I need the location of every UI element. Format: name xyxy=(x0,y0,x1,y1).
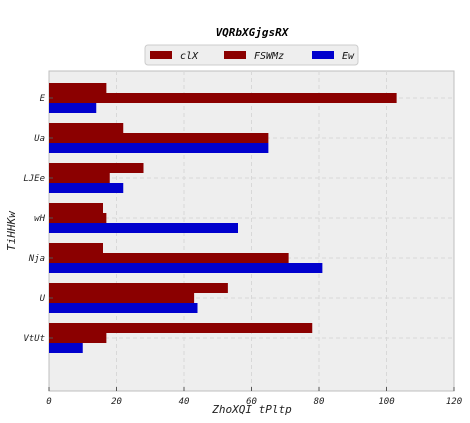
bar-clX-Nja xyxy=(49,243,103,253)
x-axis-label: ZhoXQI tPltp xyxy=(211,403,292,416)
y-tick-label: E xyxy=(40,94,46,104)
bar-Ew-Nja xyxy=(49,263,323,273)
y-tick-label: wH xyxy=(34,214,45,224)
bar-Ew-E xyxy=(49,103,97,113)
bar-clX-Ua xyxy=(49,123,124,133)
bar-clX-E xyxy=(49,83,107,93)
legend-swatch-FSWMz xyxy=(224,51,246,59)
bar-FSWMz-VtUt xyxy=(49,333,107,343)
bar-Ew-Ua xyxy=(49,143,269,153)
bar-Ew-wH xyxy=(49,223,238,233)
y-tick-label: U xyxy=(40,294,46,304)
x-tick-labels: 0 20 40 60 80 100 120 xyxy=(46,387,462,407)
legend-swatch-Ew xyxy=(312,51,334,59)
legend-swatch-clX xyxy=(150,51,172,59)
bar-FSWMz-Ua xyxy=(49,133,269,143)
bar-clX-LJEe xyxy=(49,163,144,173)
x-tick-label: 60 xyxy=(246,397,257,407)
bar-clX-wH xyxy=(49,203,103,213)
y-tick-label: LJEe xyxy=(23,174,45,184)
y-tick-label: Ua xyxy=(34,134,45,144)
bars xyxy=(49,83,397,353)
x-tick-label: 0 xyxy=(46,397,51,407)
x-tick-label: 80 xyxy=(314,397,325,407)
bar-Ew-U xyxy=(49,303,198,313)
bar-clX-U xyxy=(49,283,228,293)
bar-clX-VtUt xyxy=(49,323,313,333)
x-tick-label: 100 xyxy=(378,397,394,407)
bar-FSWMz-Nja xyxy=(49,253,289,263)
y-axis-label: TiHHKw xyxy=(5,210,18,251)
y-tick-label: VtUt xyxy=(23,334,45,344)
y-tick-label: Nja xyxy=(28,254,45,264)
bar-FSWMz-wH xyxy=(49,213,107,223)
chart-title: VQRbXGjgsRX xyxy=(216,26,290,39)
legend-frame xyxy=(144,44,359,66)
legend-label-clX: clX xyxy=(180,51,199,62)
bar-Ew-VtUt xyxy=(49,343,83,353)
bar-FSWMz-E xyxy=(49,93,397,103)
legend-label-FSWMz: FSWMz xyxy=(254,51,284,62)
bar-FSWMz-U xyxy=(49,293,195,303)
x-tick-label: 20 xyxy=(111,397,122,407)
y-tick-labels: E Ua LJEe wH Nja U VtUt xyxy=(23,94,53,344)
x-tick-label: 120 xyxy=(446,397,462,407)
x-tick-label: 40 xyxy=(179,397,190,407)
bar-FSWMz-LJEe xyxy=(49,173,110,183)
bar-Ew-LJEe xyxy=(49,183,124,193)
legend: clX FSWMz Ew xyxy=(144,44,359,66)
legend-label-Ew: Ew xyxy=(342,51,355,62)
